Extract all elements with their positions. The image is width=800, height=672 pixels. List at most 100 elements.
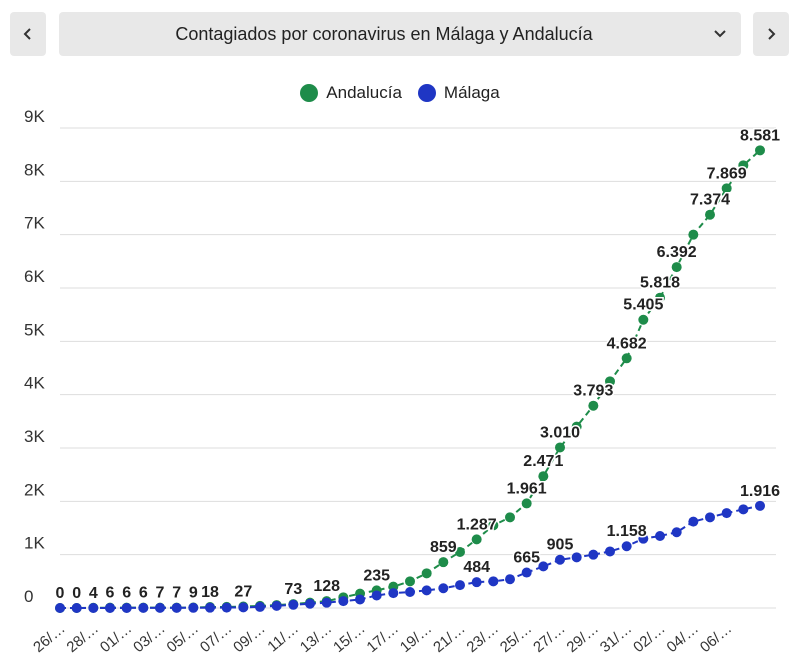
- data-point: [621, 353, 632, 364]
- x-tick-label: 09/…: [230, 620, 268, 656]
- data-point: [721, 508, 732, 519]
- legend-label-malaga: Málaga: [443, 83, 500, 102]
- data-point: [455, 547, 465, 557]
- chevron-right-icon: [768, 28, 776, 40]
- data-point: [755, 145, 765, 156]
- data-label: 27: [234, 584, 252, 601]
- series-line-andalucia: [60, 149, 761, 609]
- data-point: [355, 594, 365, 605]
- x-tick-label: 01/…: [97, 620, 135, 656]
- data-point: [488, 576, 499, 587]
- data-point: [438, 583, 449, 594]
- data-point: [405, 587, 415, 597]
- chart-toolbar: Contagiados por coronavirus en Málaga y …: [0, 0, 800, 70]
- data-point: [755, 500, 765, 511]
- x-tick-label: 03/…: [130, 620, 168, 656]
- data-point: [288, 599, 299, 610]
- x-tick-label: 27/…: [530, 620, 568, 656]
- data-label: 484: [463, 559, 490, 576]
- data-point: [555, 442, 565, 453]
- data-label: 6: [106, 585, 115, 602]
- data-label: 7.374: [690, 192, 730, 209]
- x-tick-label: 31/…: [597, 620, 635, 656]
- y-tick-label: 4K: [24, 374, 45, 393]
- data-point: [638, 533, 649, 544]
- data-point: [221, 602, 232, 613]
- data-label: 665: [513, 550, 540, 567]
- data-label: 7: [172, 585, 181, 602]
- data-label: 1.158: [607, 523, 647, 540]
- data-point: [338, 596, 349, 607]
- data-point: [255, 601, 265, 612]
- data-point: [621, 541, 632, 552]
- data-point: [588, 549, 599, 560]
- data-point: [705, 512, 715, 523]
- data-point: [471, 534, 482, 545]
- chart-selector-dropdown[interactable]: Contagiados por coronavirus en Málaga y …: [59, 12, 741, 56]
- y-tick-label: 7K: [24, 214, 45, 233]
- data-label: 6.392: [657, 244, 697, 261]
- legend-swatch-andalucia: [300, 84, 319, 102]
- x-tick-label: 21/…: [430, 620, 468, 656]
- data-point: [705, 209, 715, 220]
- x-tick-label: 29/…: [564, 620, 602, 656]
- data-label: 905: [547, 537, 574, 554]
- data-label: 5.818: [640, 275, 680, 292]
- data-point: [488, 520, 499, 531]
- y-tick-label: 9K: [24, 107, 45, 126]
- y-tick-label: 3K: [24, 427, 45, 446]
- data-label: 6: [122, 585, 131, 602]
- x-tick-label: 02/…: [630, 620, 668, 656]
- data-point: [71, 603, 82, 613]
- data-label: 7.869: [707, 165, 747, 182]
- data-point: [421, 568, 432, 579]
- legend-label-andalucia: Andalucía: [326, 83, 402, 102]
- data-label: 3.010: [540, 424, 580, 441]
- chart-selector-label: Contagiados por coronavirus en Málaga y …: [175, 24, 593, 44]
- data-label: 0: [56, 585, 65, 602]
- data-label: 18: [201, 584, 219, 601]
- data-point: [505, 574, 515, 585]
- next-chart-button[interactable]: [753, 12, 789, 56]
- data-point: [188, 602, 199, 613]
- data-point: [121, 602, 132, 613]
- x-tick-label: 15/…: [330, 620, 368, 656]
- data-point: [638, 314, 649, 325]
- data-point: [371, 590, 382, 601]
- data-point: [571, 552, 582, 563]
- data-point: [571, 421, 582, 432]
- legend-item-malaga[interactable]: Málaga: [417, 83, 500, 103]
- data-label: 859: [430, 539, 457, 556]
- y-tick-label: 6K: [24, 267, 45, 286]
- chevron-left-icon: [23, 28, 31, 40]
- data-point: [138, 602, 149, 613]
- data-point: [688, 516, 699, 527]
- data-point: [155, 602, 165, 613]
- data-label: 8.581: [740, 127, 780, 144]
- legend-swatch-malaga: [417, 84, 436, 102]
- x-tick-label: 28/…: [64, 620, 102, 656]
- data-point: [405, 576, 415, 587]
- data-point: [455, 580, 465, 591]
- legend-item-andalucia[interactable]: Andalucía: [300, 83, 402, 103]
- x-tick-label: 19/…: [397, 620, 435, 656]
- data-point: [671, 527, 682, 538]
- data-point: [721, 183, 732, 194]
- data-label: 6: [139, 585, 148, 602]
- data-point: [88, 603, 99, 613]
- data-point: [738, 504, 749, 515]
- data-point: [471, 577, 482, 588]
- y-tick-label: 1K: [24, 534, 45, 553]
- data-point: [238, 602, 249, 613]
- data-label: 0: [72, 585, 81, 602]
- x-tick-label: 05/…: [164, 620, 202, 656]
- data-point: [588, 400, 599, 411]
- data-point: [171, 602, 182, 613]
- data-point: [521, 567, 532, 578]
- data-point: [738, 160, 749, 171]
- previous-chart-button[interactable]: [10, 12, 46, 56]
- data-point: [521, 498, 532, 509]
- data-label: 235: [363, 567, 390, 584]
- y-tick-label: 8K: [24, 160, 45, 179]
- data-point: [505, 512, 515, 523]
